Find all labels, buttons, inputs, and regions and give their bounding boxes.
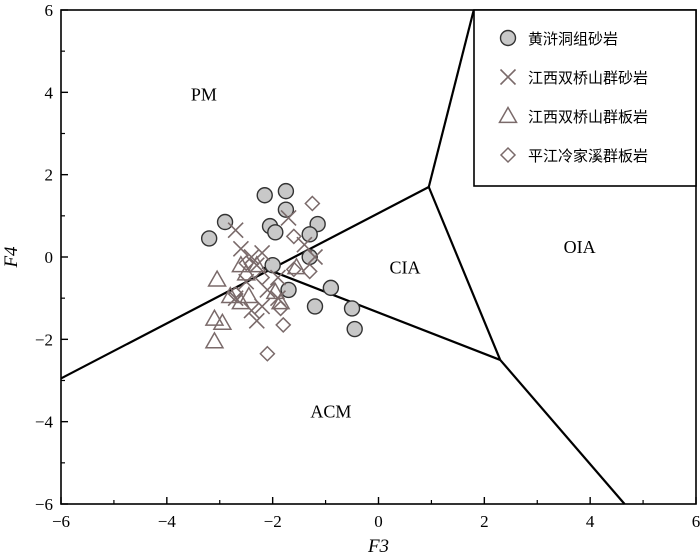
data-point-diamond bbox=[272, 300, 289, 317]
data-point-diamond bbox=[227, 285, 244, 303]
x-stroke bbox=[238, 273, 255, 290]
x-stroke bbox=[243, 302, 260, 319]
data-point-diamond bbox=[238, 255, 255, 272]
data-point-circle bbox=[200, 230, 218, 247]
x-tick-label: 6 bbox=[692, 512, 700, 531]
x-stroke bbox=[269, 269, 287, 286]
region-label: ACM bbox=[310, 402, 351, 422]
y-tick-label: 2 bbox=[45, 166, 54, 185]
data-point-circle bbox=[343, 300, 361, 317]
x-stroke bbox=[248, 257, 265, 274]
data-point-circle bbox=[322, 279, 340, 297]
y-tick-label: 4 bbox=[45, 83, 54, 102]
data-point-circle bbox=[216, 213, 234, 231]
legend-label: 江西双桥山群砂岩 bbox=[528, 69, 648, 87]
data-point-x bbox=[248, 312, 265, 329]
data-point-triangle bbox=[220, 286, 241, 304]
data-point-triangle bbox=[212, 312, 233, 330]
data-point-diamond bbox=[301, 263, 318, 280]
legend-marker-x bbox=[499, 68, 517, 86]
region-label: CIA bbox=[389, 257, 420, 277]
legend-marker-triangle bbox=[498, 105, 518, 124]
data-point-x bbox=[269, 269, 287, 286]
x-tick-label: 0 bbox=[374, 512, 383, 531]
x-stroke bbox=[296, 236, 313, 253]
boundary-line bbox=[427, 9, 475, 188]
legend-label: 平江冷家溪群板岩 bbox=[528, 147, 648, 165]
data-point-x bbox=[238, 273, 255, 290]
legend-label: 江西双桥山群板岩 bbox=[528, 108, 648, 126]
data-point-triangle bbox=[236, 263, 257, 281]
x-stroke bbox=[499, 68, 517, 86]
y-axis-title: F4 bbox=[1, 246, 22, 269]
data-point-circle bbox=[264, 257, 281, 274]
legend-box bbox=[473, 9, 697, 187]
data-point-triangle bbox=[207, 269, 227, 287]
data-point-triangle bbox=[204, 308, 225, 326]
data-points bbox=[200, 182, 363, 362]
series-1 bbox=[200, 182, 363, 338]
data-point-circle bbox=[280, 281, 297, 299]
x-tick-label: −4 bbox=[158, 512, 177, 531]
region-labels: PM CIA OIA ACM bbox=[191, 85, 596, 422]
data-point-circle bbox=[256, 187, 273, 204]
y-tick-label: 6 bbox=[45, 1, 54, 20]
data-point-triangle bbox=[270, 292, 291, 310]
legend-marker-circle bbox=[499, 29, 517, 47]
data-point-triangle bbox=[204, 331, 225, 349]
x-stroke bbox=[306, 248, 324, 266]
data-point-circle bbox=[277, 182, 295, 200]
data-point-diamond bbox=[254, 269, 271, 286]
series-4 bbox=[227, 195, 321, 362]
region-label: OIA bbox=[564, 237, 596, 257]
x-stroke bbox=[259, 281, 276, 298]
data-point-triangle bbox=[231, 255, 251, 273]
x-tick-label: −6 bbox=[52, 512, 70, 531]
data-point-x bbox=[243, 248, 260, 266]
x-tick-label: 4 bbox=[586, 512, 595, 531]
x-stroke bbox=[232, 240, 249, 257]
data-point-x bbox=[280, 209, 297, 226]
x-stroke bbox=[227, 222, 244, 239]
data-point-circle bbox=[301, 226, 318, 243]
data-point-x bbox=[227, 222, 244, 239]
boundary-line bbox=[499, 359, 626, 505]
data-point-x bbox=[232, 240, 249, 257]
data-point-circle bbox=[277, 201, 295, 218]
boundary-line bbox=[427, 186, 502, 361]
data-point-circle bbox=[267, 224, 284, 241]
data-point-diamond bbox=[259, 345, 276, 362]
data-point-x bbox=[296, 236, 313, 253]
data-point-triangle bbox=[265, 281, 286, 300]
y-tick-label: −4 bbox=[35, 413, 54, 432]
data-point-diamond bbox=[304, 195, 321, 212]
x-stroke bbox=[248, 312, 265, 329]
data-point-diamond bbox=[285, 228, 302, 245]
boundary-line bbox=[261, 266, 501, 361]
x-stroke bbox=[243, 248, 260, 266]
data-point-circle bbox=[346, 320, 363, 338]
x-tick-label: −2 bbox=[264, 512, 282, 531]
x-stroke bbox=[280, 209, 297, 226]
data-point-x bbox=[243, 302, 260, 319]
y-tick-label: 0 bbox=[45, 248, 54, 267]
data-point-triangle bbox=[231, 292, 251, 310]
series-2 bbox=[227, 209, 324, 329]
legend-label: 黄浒洞组砂岩 bbox=[528, 30, 618, 48]
axes: −6−6 −4 −4 −2 −2 0 0 2 2 4 4 6 6 bbox=[35, 1, 700, 531]
x-axis-title: F3 bbox=[367, 536, 389, 557]
data-point-diamond bbox=[275, 316, 292, 333]
data-point-triangle bbox=[239, 286, 259, 304]
y-tick-label: −2 bbox=[35, 330, 53, 349]
data-point-x bbox=[306, 248, 324, 266]
data-point-diamond bbox=[285, 261, 302, 278]
y-tick-label: −6 bbox=[35, 495, 53, 514]
data-point-circle bbox=[306, 298, 324, 315]
legend-marker-diamond bbox=[499, 146, 517, 164]
region-label: PM bbox=[191, 85, 217, 105]
x-stroke bbox=[254, 298, 271, 315]
x-tick-label: 2 bbox=[480, 512, 489, 531]
